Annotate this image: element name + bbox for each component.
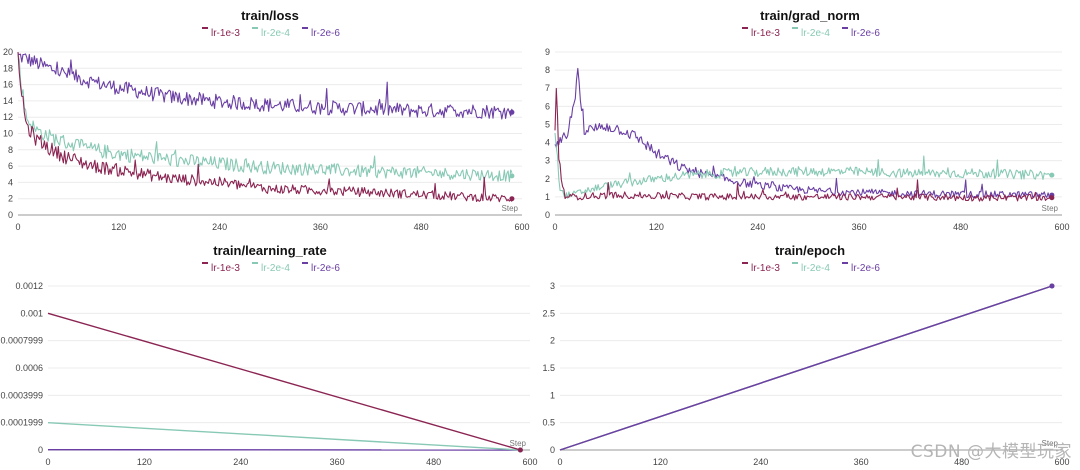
- x-tick-label: 0: [15, 222, 20, 232]
- y-tick-label: 2: [8, 194, 13, 204]
- chart-title: train/loss: [241, 8, 299, 23]
- series-line-lr-1e-3: [17, 51, 513, 203]
- y-tick-label: 1: [550, 390, 555, 400]
- y-tick-label: 0.001: [20, 308, 43, 318]
- chart-title: train/learning_rate: [213, 243, 326, 258]
- watermark: CSDN @大模型玩家: [910, 442, 1072, 462]
- y-tick-label: 9: [545, 47, 550, 57]
- x-tick-label: 120: [111, 222, 126, 232]
- y-tick-label: 1.5: [542, 363, 555, 373]
- series-line-lr-2e-4: [554, 133, 1053, 199]
- y-tick-label: 2: [550, 336, 555, 346]
- y-tick-label: 3: [545, 156, 550, 166]
- legend-label-lr-2e-4: lr-2e-4: [261, 28, 290, 39]
- x-tick-label: 0: [557, 457, 562, 467]
- legend-label-lr-1e-3: lr-1e-3: [211, 28, 240, 39]
- series-line-lr-1e-3: [47, 312, 521, 451]
- y-tick-label: 0.0003999: [0, 390, 43, 400]
- legend-label-lr-2e-4: lr-2e-4: [801, 28, 830, 39]
- x-tick-label: 120: [649, 222, 664, 232]
- y-tick-label: 0: [38, 445, 43, 455]
- series-end-marker-lr-1e-3: [1049, 195, 1055, 201]
- x-tick-label: 360: [313, 222, 328, 232]
- x-tick-label: 600: [1054, 222, 1069, 232]
- series-line-lr-2e-4: [17, 54, 513, 183]
- y-tick-label: 8: [545, 65, 550, 75]
- series-line-lr-2e-4: [47, 422, 521, 451]
- x-tick-label: 0: [552, 222, 557, 232]
- y-tick-label: 18: [3, 63, 13, 73]
- series-line-lr-2e-6: [17, 53, 513, 120]
- x-tick-label: 240: [750, 222, 765, 232]
- y-tick-label: 5: [545, 119, 550, 129]
- series-end-marker-lr-1e-3: [517, 447, 523, 453]
- legend-label-lr-1e-3: lr-1e-3: [751, 28, 780, 39]
- y-tick-label: 6: [8, 161, 13, 171]
- series-end-marker-lr-2e-4: [1049, 172, 1055, 178]
- y-tick-label: 3: [550, 281, 555, 291]
- x-tick-label: 600: [522, 457, 537, 467]
- y-tick-label: 0.0007999: [0, 336, 43, 346]
- series-end-marker-lr-2e-6: [509, 109, 515, 115]
- y-tick-label: 12: [3, 112, 13, 122]
- x-tick-label: 480: [426, 457, 441, 467]
- x-tick-label: 600: [514, 222, 529, 232]
- x-tick-label: 360: [852, 222, 867, 232]
- x-tick-label: 480: [953, 222, 968, 232]
- y-tick-label: 0.5: [542, 418, 555, 428]
- y-tick-label: 0.0001999: [0, 418, 43, 428]
- series-end-marker-lr-2e-4: [509, 173, 515, 179]
- chart-title: train/grad_norm: [760, 8, 860, 23]
- legend-label-lr-2e-4: lr-2e-4: [261, 263, 290, 274]
- x-axis-label: Step: [510, 439, 527, 448]
- x-tick-label: 120: [653, 457, 668, 467]
- series-line-lr-1e-3: [554, 87, 1053, 202]
- y-tick-label: 4: [8, 177, 13, 187]
- y-tick-label: 4: [545, 138, 550, 148]
- y-tick-label: 2.5: [542, 308, 555, 318]
- x-axis-label: Step: [502, 204, 519, 213]
- x-tick-label: 240: [233, 457, 248, 467]
- y-tick-label: 0: [550, 445, 555, 455]
- chart-title: train/epoch: [775, 243, 845, 258]
- legend-label-lr-2e-6: lr-2e-6: [851, 28, 880, 39]
- x-tick-label: 360: [854, 457, 869, 467]
- x-tick-label: 360: [330, 457, 345, 467]
- y-tick-label: 0: [8, 210, 13, 220]
- y-tick-label: 1: [545, 192, 550, 202]
- y-tick-label: 0.0012: [15, 281, 43, 291]
- series-end-marker-lr-1e-3: [509, 196, 515, 202]
- x-tick-label: 600: [1054, 457, 1069, 467]
- x-tick-label: 240: [753, 457, 768, 467]
- y-tick-label: 2: [545, 174, 550, 184]
- legend-label-lr-2e-6: lr-2e-6: [311, 28, 340, 39]
- legend-label-lr-2e-4: lr-2e-4: [801, 263, 830, 274]
- legend-label-lr-1e-3: lr-1e-3: [211, 263, 240, 274]
- series-line-lr-2e-6: [554, 67, 1053, 199]
- x-tick-label: 120: [137, 457, 152, 467]
- x-tick-label: 0: [45, 457, 50, 467]
- series-end-marker-lr-2e-6: [1049, 283, 1055, 289]
- x-tick-label: 240: [212, 222, 227, 232]
- x-axis-label: Step: [1042, 439, 1059, 448]
- y-tick-label: 0.0006: [15, 363, 43, 373]
- y-tick-label: 8: [8, 145, 13, 155]
- y-tick-label: 7: [545, 83, 550, 93]
- y-tick-label: 16: [3, 80, 13, 90]
- y-tick-label: 20: [3, 47, 13, 57]
- legend-label-lr-1e-3: lr-1e-3: [751, 263, 780, 274]
- y-tick-label: 6: [545, 101, 550, 111]
- x-tick-label: 480: [414, 222, 429, 232]
- x-tick-label: 480: [954, 457, 969, 467]
- x-axis-label: Step: [1042, 204, 1059, 213]
- series-line-lr-2e-6: [559, 285, 1053, 451]
- y-tick-label: 10: [3, 129, 13, 139]
- legend-label-lr-2e-6: lr-2e-6: [311, 263, 340, 274]
- y-tick-label: 0: [545, 210, 550, 220]
- legend-label-lr-2e-6: lr-2e-6: [851, 263, 880, 274]
- y-tick-label: 14: [3, 96, 13, 106]
